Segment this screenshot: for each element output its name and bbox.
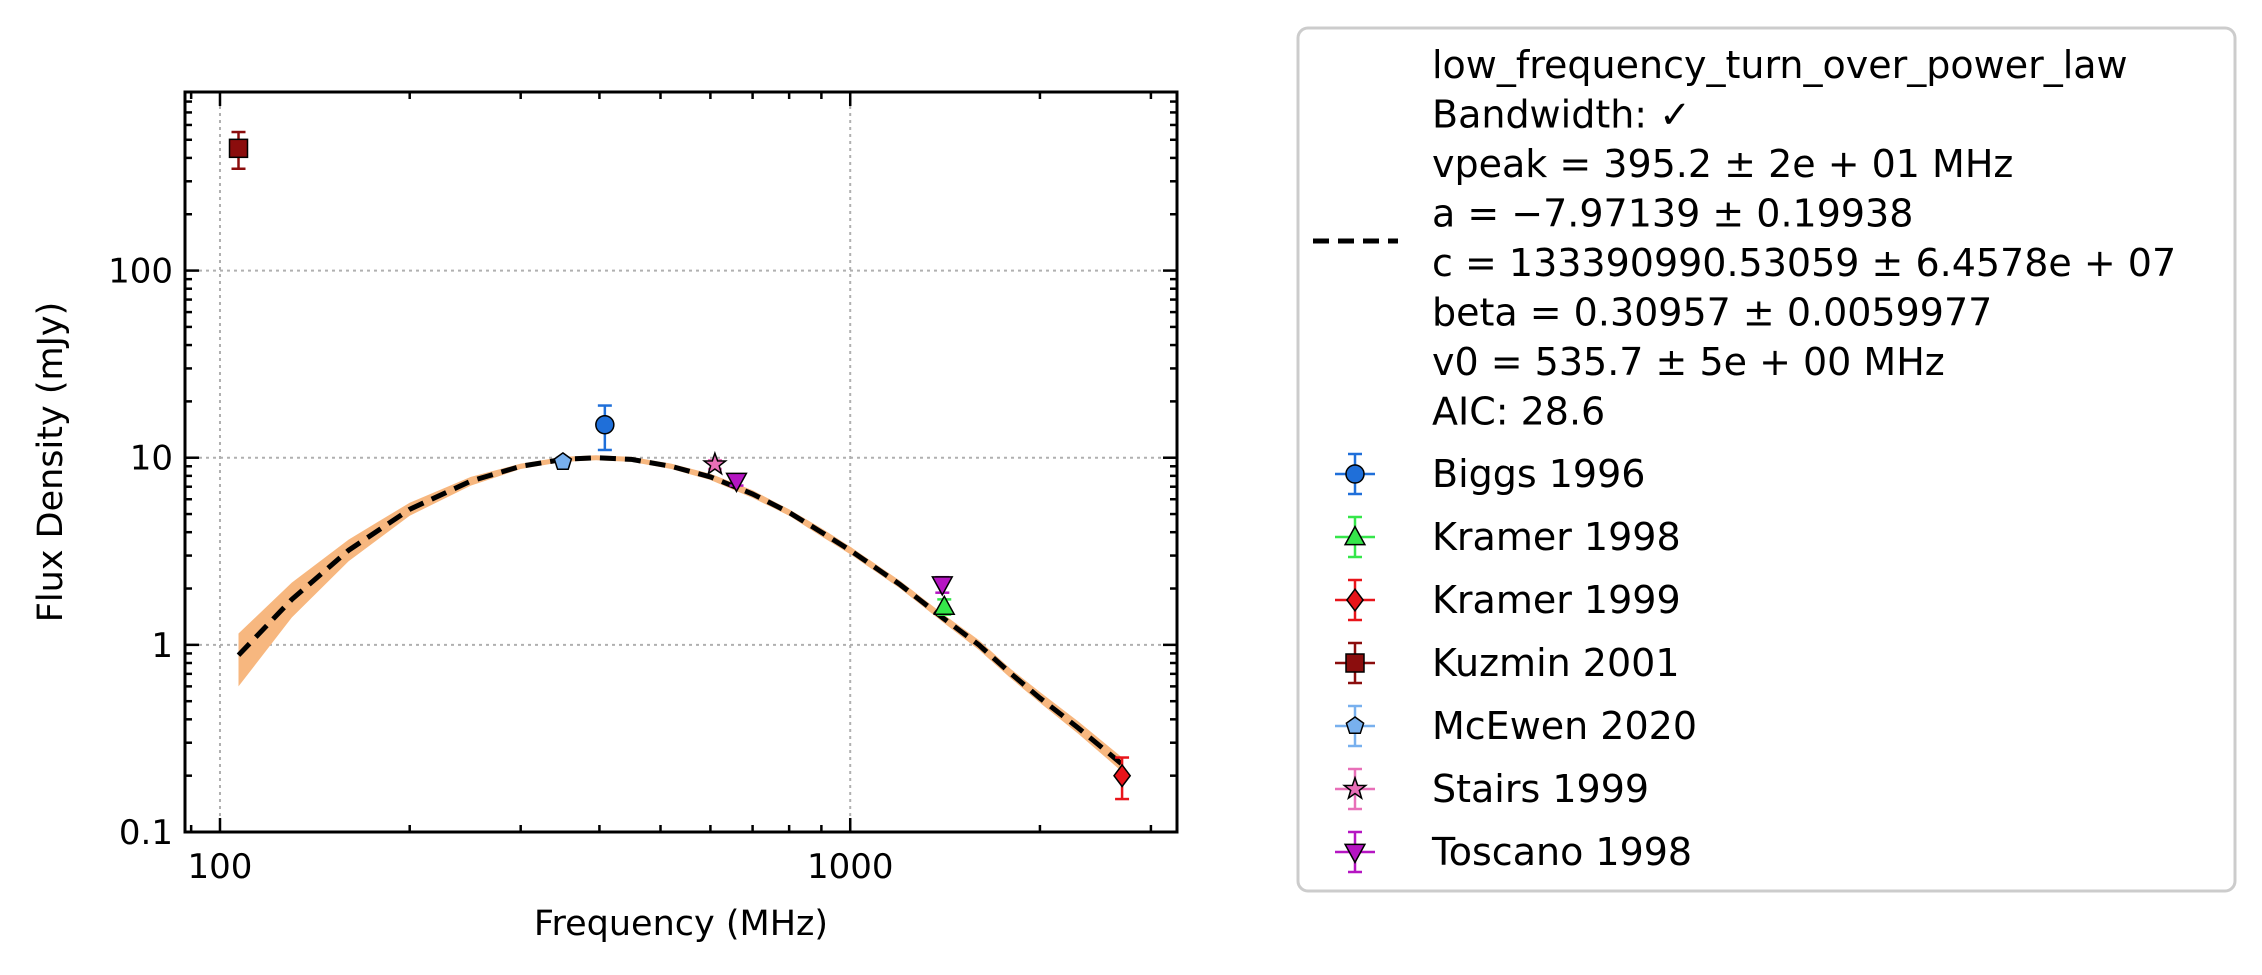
y-axis-title: Flux Density (mJy) bbox=[31, 302, 71, 623]
legend-entry-toscano-1998: Toscano 1998 bbox=[1335, 830, 1692, 874]
legend-series-entries: Biggs 1996 Kramer 1998 Kramer 1999 Kuzmin 2… bbox=[1335, 452, 1697, 874]
legend-marker-kuzmin-2001 bbox=[1345, 653, 1365, 673]
legend-marker-biggs-1996 bbox=[1345, 464, 1365, 484]
legend-fit-parameter: vpeak = 395.2 ± 2e + 01 MHz bbox=[1432, 142, 2013, 186]
legend-marker-mcewen-2020 bbox=[1345, 716, 1365, 735]
x-axis-title: Frequency (MHz) bbox=[534, 904, 828, 944]
legend-label-toscano-1998: Toscano 1998 bbox=[1431, 830, 1692, 874]
grid bbox=[185, 92, 1177, 833]
y-tick-label: 1 bbox=[151, 626, 173, 666]
legend-label-kramer-1998: Kramer 1998 bbox=[1432, 515, 1681, 559]
point-kramer-1999 bbox=[1113, 763, 1132, 788]
point-kuzmin-2001 bbox=[228, 138, 249, 159]
legend-marker-kramer-1998 bbox=[1343, 525, 1367, 546]
axis-tick-labels: 100 1000 0.1 1 10 100 bbox=[108, 252, 893, 887]
legend-entry-stairs-1999: Stairs 1999 bbox=[1335, 767, 1649, 811]
legend-fit-model-name: low_frequency_turn_over_power_law bbox=[1432, 43, 2128, 87]
legend-marker-kramer-1999 bbox=[1345, 587, 1365, 613]
x-tick-label: 1000 bbox=[807, 847, 894, 887]
point-biggs-1996 bbox=[595, 415, 615, 435]
y-tick-label: 0.1 bbox=[119, 813, 173, 853]
legend-label-mcewen-2020: McEwen 2020 bbox=[1432, 704, 1697, 748]
legend-fit-parameter: c = 133390990.53059 ± 6.4578e + 07 bbox=[1432, 241, 2176, 285]
legend-entry-kramer-1999: Kramer 1999 bbox=[1335, 578, 1681, 622]
legend-fit-text: low_frequency_turn_over_power_law Bandwid… bbox=[1432, 43, 2176, 434]
legend-fit-parameter: beta = 0.30957 ± 0.0059977 bbox=[1432, 291, 1992, 335]
point-toscano-1998 bbox=[931, 576, 954, 597]
legend-marker-stairs-1999 bbox=[1342, 775, 1368, 800]
x-tick-label: 100 bbox=[188, 847, 253, 887]
point-kramer-1998 bbox=[933, 594, 956, 616]
legend-marker-toscano-1998 bbox=[1343, 843, 1367, 864]
legend-entry-kuzmin-2001: Kuzmin 2001 bbox=[1335, 641, 1680, 685]
data-points-group bbox=[228, 130, 1132, 801]
legend-fit-parameter: AIC: 28.6 bbox=[1432, 390, 1605, 434]
legend-fit-parameter: v0 = 535.7 ± 5e + 00 MHz bbox=[1432, 340, 1945, 384]
legend-box bbox=[1296, 26, 2237, 893]
legend-label-stairs-1999: Stairs 1999 bbox=[1432, 767, 1649, 811]
legend-label-biggs-1996: Biggs 1996 bbox=[1432, 452, 1645, 496]
fit-curve bbox=[236, 455, 1124, 767]
y-tick-label: 100 bbox=[108, 252, 173, 292]
point-mcewen-2020 bbox=[553, 451, 573, 470]
point-toscano-1998 bbox=[725, 472, 748, 493]
legend-fit-parameter: a = −7.97139 ± 0.19938 bbox=[1432, 192, 1913, 236]
legend-label-kuzmin-2001: Kuzmin 2001 bbox=[1432, 641, 1680, 685]
legend: low_frequency_turn_over_power_law Bandwid… bbox=[1296, 26, 2237, 893]
fit-uncertainty-band-group bbox=[238, 455, 1123, 772]
fit-uncertainty-band bbox=[238, 455, 1123, 772]
point-stairs-1999 bbox=[702, 450, 728, 476]
fit-curve-group bbox=[236, 455, 1124, 767]
plot-frame bbox=[183, 90, 1179, 834]
axis-ticks bbox=[185, 90, 1177, 834]
legend-entry-biggs-1996: Biggs 1996 bbox=[1335, 452, 1645, 496]
legend-fit-parameter: Bandwidth: ✓ bbox=[1432, 93, 1691, 137]
y-tick-label: 10 bbox=[130, 439, 173, 479]
legend-entry-mcewen-2020: McEwen 2020 bbox=[1335, 704, 1697, 748]
legend-label-kramer-1999: Kramer 1999 bbox=[1432, 578, 1681, 622]
legend-entry-kramer-1998: Kramer 1998 bbox=[1335, 515, 1681, 559]
